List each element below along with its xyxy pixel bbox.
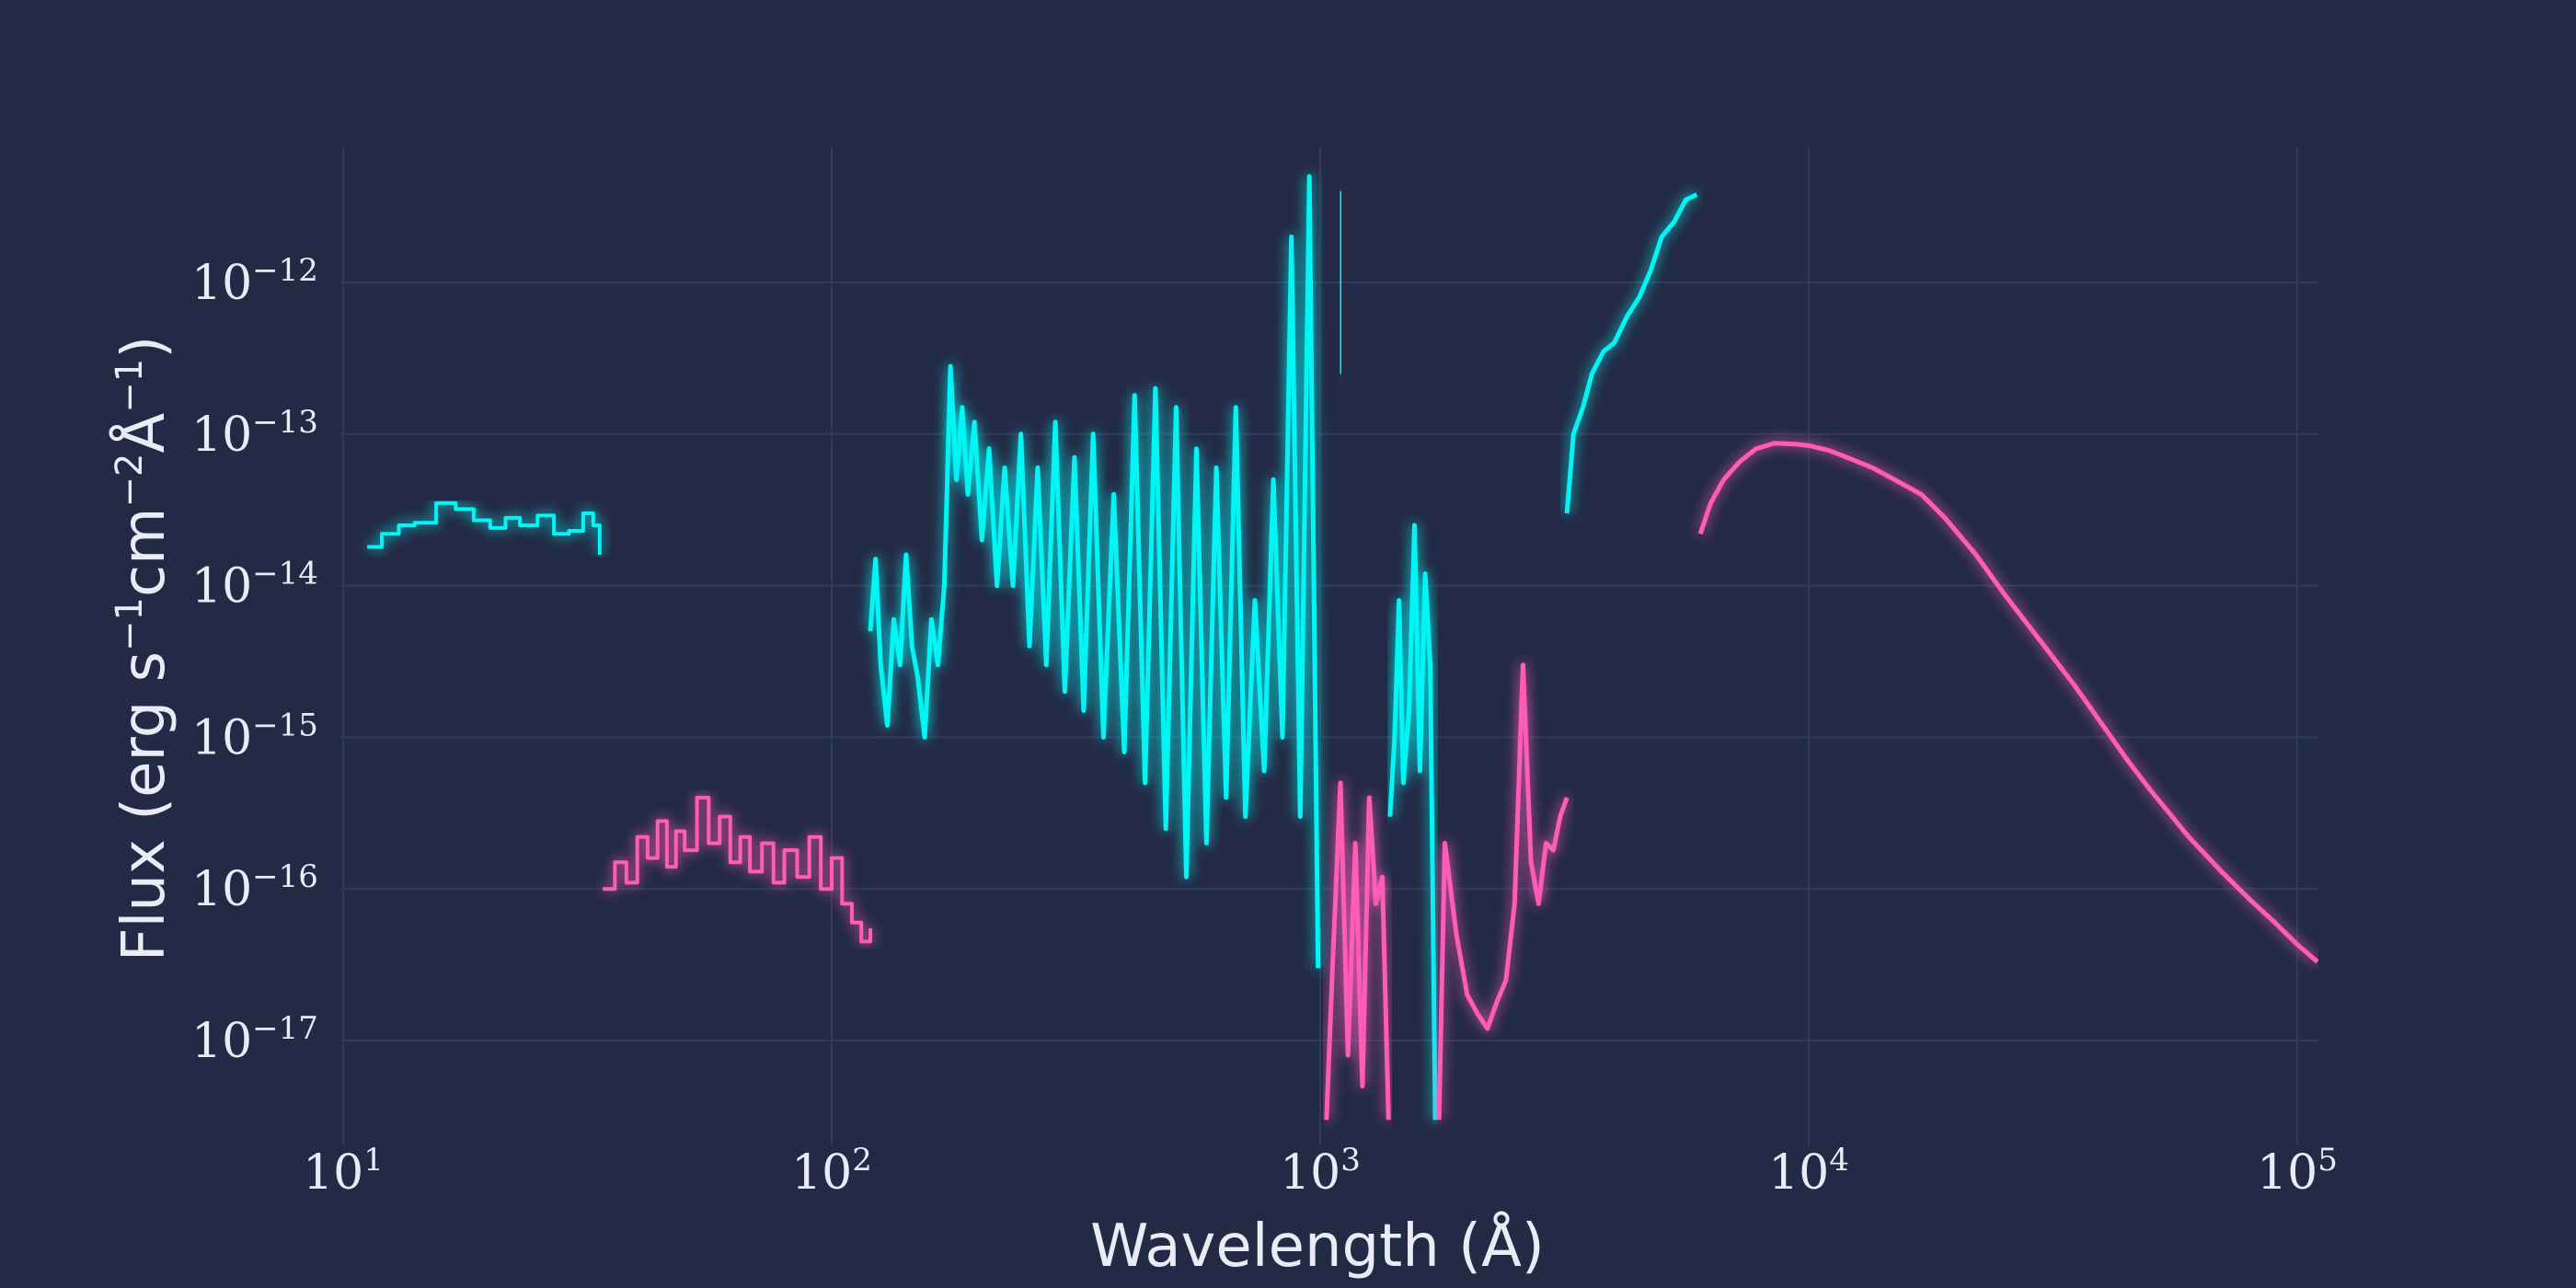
y-tick-label: 10−14	[191, 556, 318, 615]
x-tick-labels: 101 102 103 104 105	[303, 1142, 2338, 1201]
series-1-segment-4	[1387, 523, 1438, 1121]
y-tick-label: 10−15	[191, 707, 318, 765]
y-tick-label: 10−13	[191, 404, 318, 463]
series-2-segment-1	[603, 796, 872, 944]
grid	[340, 147, 2318, 1145]
x-tick-label: 105	[2257, 1142, 2338, 1201]
series-2-segment-2	[1324, 780, 1391, 1121]
series-1-segment-2	[868, 174, 1321, 969]
x-tick-label: 101	[303, 1142, 384, 1201]
y-tick-label: 10−16	[191, 858, 318, 917]
y-tick-labels: 10−12 10−13 10−14 10−15 10−16 10−17	[191, 252, 318, 1069]
x-tick-label: 104	[1768, 1142, 1849, 1201]
series-2-segment-4	[1697, 441, 2318, 964]
series-1-segment-1	[367, 500, 602, 555]
x-tick-label: 103	[1280, 1142, 1361, 1201]
x-axis-title: Wavelength (Å)	[1090, 1211, 1545, 1281]
y-axis-title: Flux (erg s−1cm−2Å−1)	[109, 336, 178, 961]
y-tick-label: 10−17	[191, 1010, 318, 1069]
series-1-segment-5	[1564, 192, 1698, 514]
series-1-segment-3	[1338, 190, 1344, 374]
series-layer	[367, 174, 2318, 1121]
x-tick-label: 102	[791, 1142, 872, 1201]
series-2-segment-3	[1436, 662, 1570, 1121]
y-tick-label: 10−12	[191, 252, 318, 311]
